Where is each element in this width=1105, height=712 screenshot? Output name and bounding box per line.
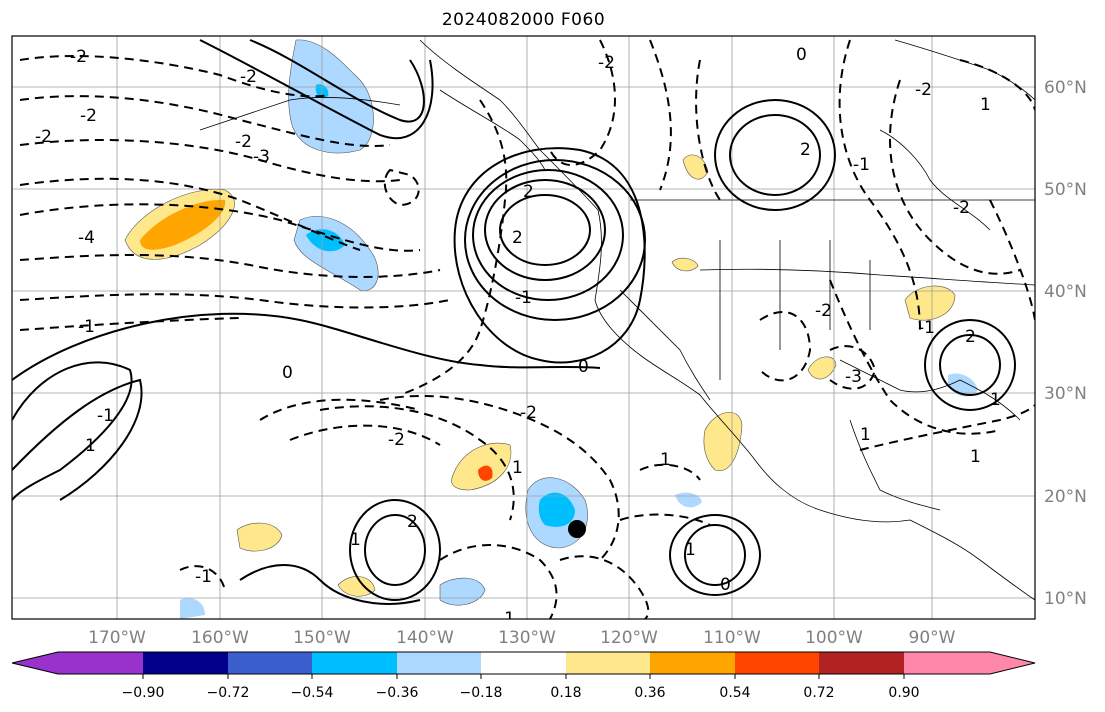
contour-label: -2 [80, 106, 97, 126]
contour-label: 2 [512, 228, 523, 248]
contour-label: 0 [282, 363, 293, 383]
contour-label: 2 [407, 512, 418, 532]
map-title: 2024082000 F060 [441, 10, 606, 30]
contour-label: 1 [685, 540, 696, 560]
colorbar-segment [312, 652, 397, 674]
contour-label: -1 [853, 155, 870, 175]
contour-label: -2 [240, 67, 257, 87]
colorbar-segment [904, 652, 990, 674]
colorbar-segment [566, 652, 650, 674]
lon-label: 130°W [498, 628, 556, 648]
map-panel: -2 -2 -2 -3 -2 -4 -1 0 1 -1 2 -1 0 -2 -2… [12, 36, 1035, 629]
contour-label: -2 [70, 47, 87, 67]
contour-label: 1 [85, 436, 96, 456]
contour-label: -3 [253, 147, 270, 167]
contour-label: 0 [578, 357, 589, 377]
lat-label: 40°N [1044, 282, 1087, 302]
colorbar-tick-label: −0.18 [460, 685, 503, 701]
colorbar-tick-label: −0.72 [207, 685, 250, 701]
contour-label: 1 [860, 425, 871, 445]
contour-label: 2 [800, 140, 811, 160]
lat-label: 50°N [1044, 180, 1087, 200]
contour-label: 1 [660, 450, 671, 470]
colorbar-segment [481, 652, 566, 674]
contour-label: -2 [953, 198, 970, 218]
contour-label: 1 [970, 447, 981, 467]
contour-label: -3 [845, 367, 862, 387]
contour-label: 1 [350, 530, 361, 550]
contour-label: 2 [965, 327, 976, 347]
colorbar-segment [650, 652, 735, 674]
colorbar-segment [58, 652, 143, 674]
lon-label: 110°W [703, 628, 761, 648]
contour-label: 1 [512, 458, 523, 478]
contour-label: -2 [598, 53, 615, 73]
colorbar [11, 651, 1036, 679]
colorbar-tick-label: 0.72 [803, 685, 834, 701]
colorbar-tick-label: 0.54 [719, 685, 750, 701]
lat-label: 30°N [1044, 384, 1087, 404]
contour-label: -1 [918, 318, 935, 338]
colorbar-tick-label: 0.36 [634, 685, 665, 701]
lon-label: 100°W [805, 628, 863, 648]
map-frame [11, 35, 1036, 620]
colorbar-extend-max [990, 652, 1035, 674]
lon-label: 150°W [293, 628, 351, 648]
colorbar-extend-min [12, 652, 58, 674]
colorbar-tick-label: −0.36 [376, 685, 419, 701]
contour-label: 1 [990, 390, 1001, 410]
contour-label: -4 [78, 228, 95, 248]
contour-label: -2 [235, 132, 252, 152]
colorbar-tick-label: −0.54 [291, 685, 334, 701]
contour-label: 0 [720, 575, 731, 595]
colorbar-segment [228, 652, 312, 674]
lat-labels: 60°N 50°N 40°N 30°N 20°N 10°N [1044, 78, 1087, 609]
contour-label: -1 [195, 567, 212, 587]
colorbar-segment [735, 652, 819, 674]
contour-label: 0 [796, 45, 807, 65]
colorbar-segment [819, 652, 904, 674]
contour-label: 2 [523, 182, 534, 202]
contour-label: -2 [815, 301, 832, 321]
contour-labels: -2 -2 -2 -3 -2 -4 -1 0 1 -1 2 -1 0 -2 -2… [35, 45, 1001, 629]
colorbar-tick-label: 0.90 [888, 685, 919, 701]
contour-label: 1 [980, 95, 991, 115]
graticule [12, 36, 1035, 619]
contour-label: -1 [97, 406, 114, 426]
colorbar-ticks: −0.90 −0.72 −0.54 −0.36 −0.18 0.18 0.36 … [122, 685, 920, 701]
contour-label: -2 [915, 80, 932, 100]
contour-label: -1 [78, 317, 95, 337]
colorbar-tick-label: −0.90 [122, 685, 165, 701]
lon-label: 90°W [909, 628, 956, 648]
colorbar-segment [397, 652, 481, 674]
contour-label: -2 [520, 403, 537, 423]
negative-shading [288, 39, 374, 154]
coastlines [199, 39, 1035, 601]
storm-center-marker [568, 520, 586, 538]
contour-label: -1 [498, 609, 515, 629]
contour-label: -1 [515, 288, 532, 308]
lat-label: 10°N [1044, 589, 1087, 609]
colorbar-tick-label: 0.18 [550, 685, 581, 701]
lon-label: 170°W [88, 628, 146, 648]
lon-labels: 170°W 160°W 150°W 140°W 130°W 120°W 110°… [88, 628, 956, 648]
colorbar-outline [11, 651, 1036, 675]
lat-label: 20°N [1044, 487, 1087, 507]
lat-label: 60°N [1044, 78, 1087, 98]
contour-label: -2 [35, 127, 52, 147]
lon-label: 140°W [396, 628, 454, 648]
lon-label: 160°W [191, 628, 249, 648]
lon-label: 120°W [600, 628, 658, 648]
contour-label: -2 [388, 430, 405, 450]
colorbar-segment [143, 652, 228, 674]
contours [12, 39, 1035, 619]
